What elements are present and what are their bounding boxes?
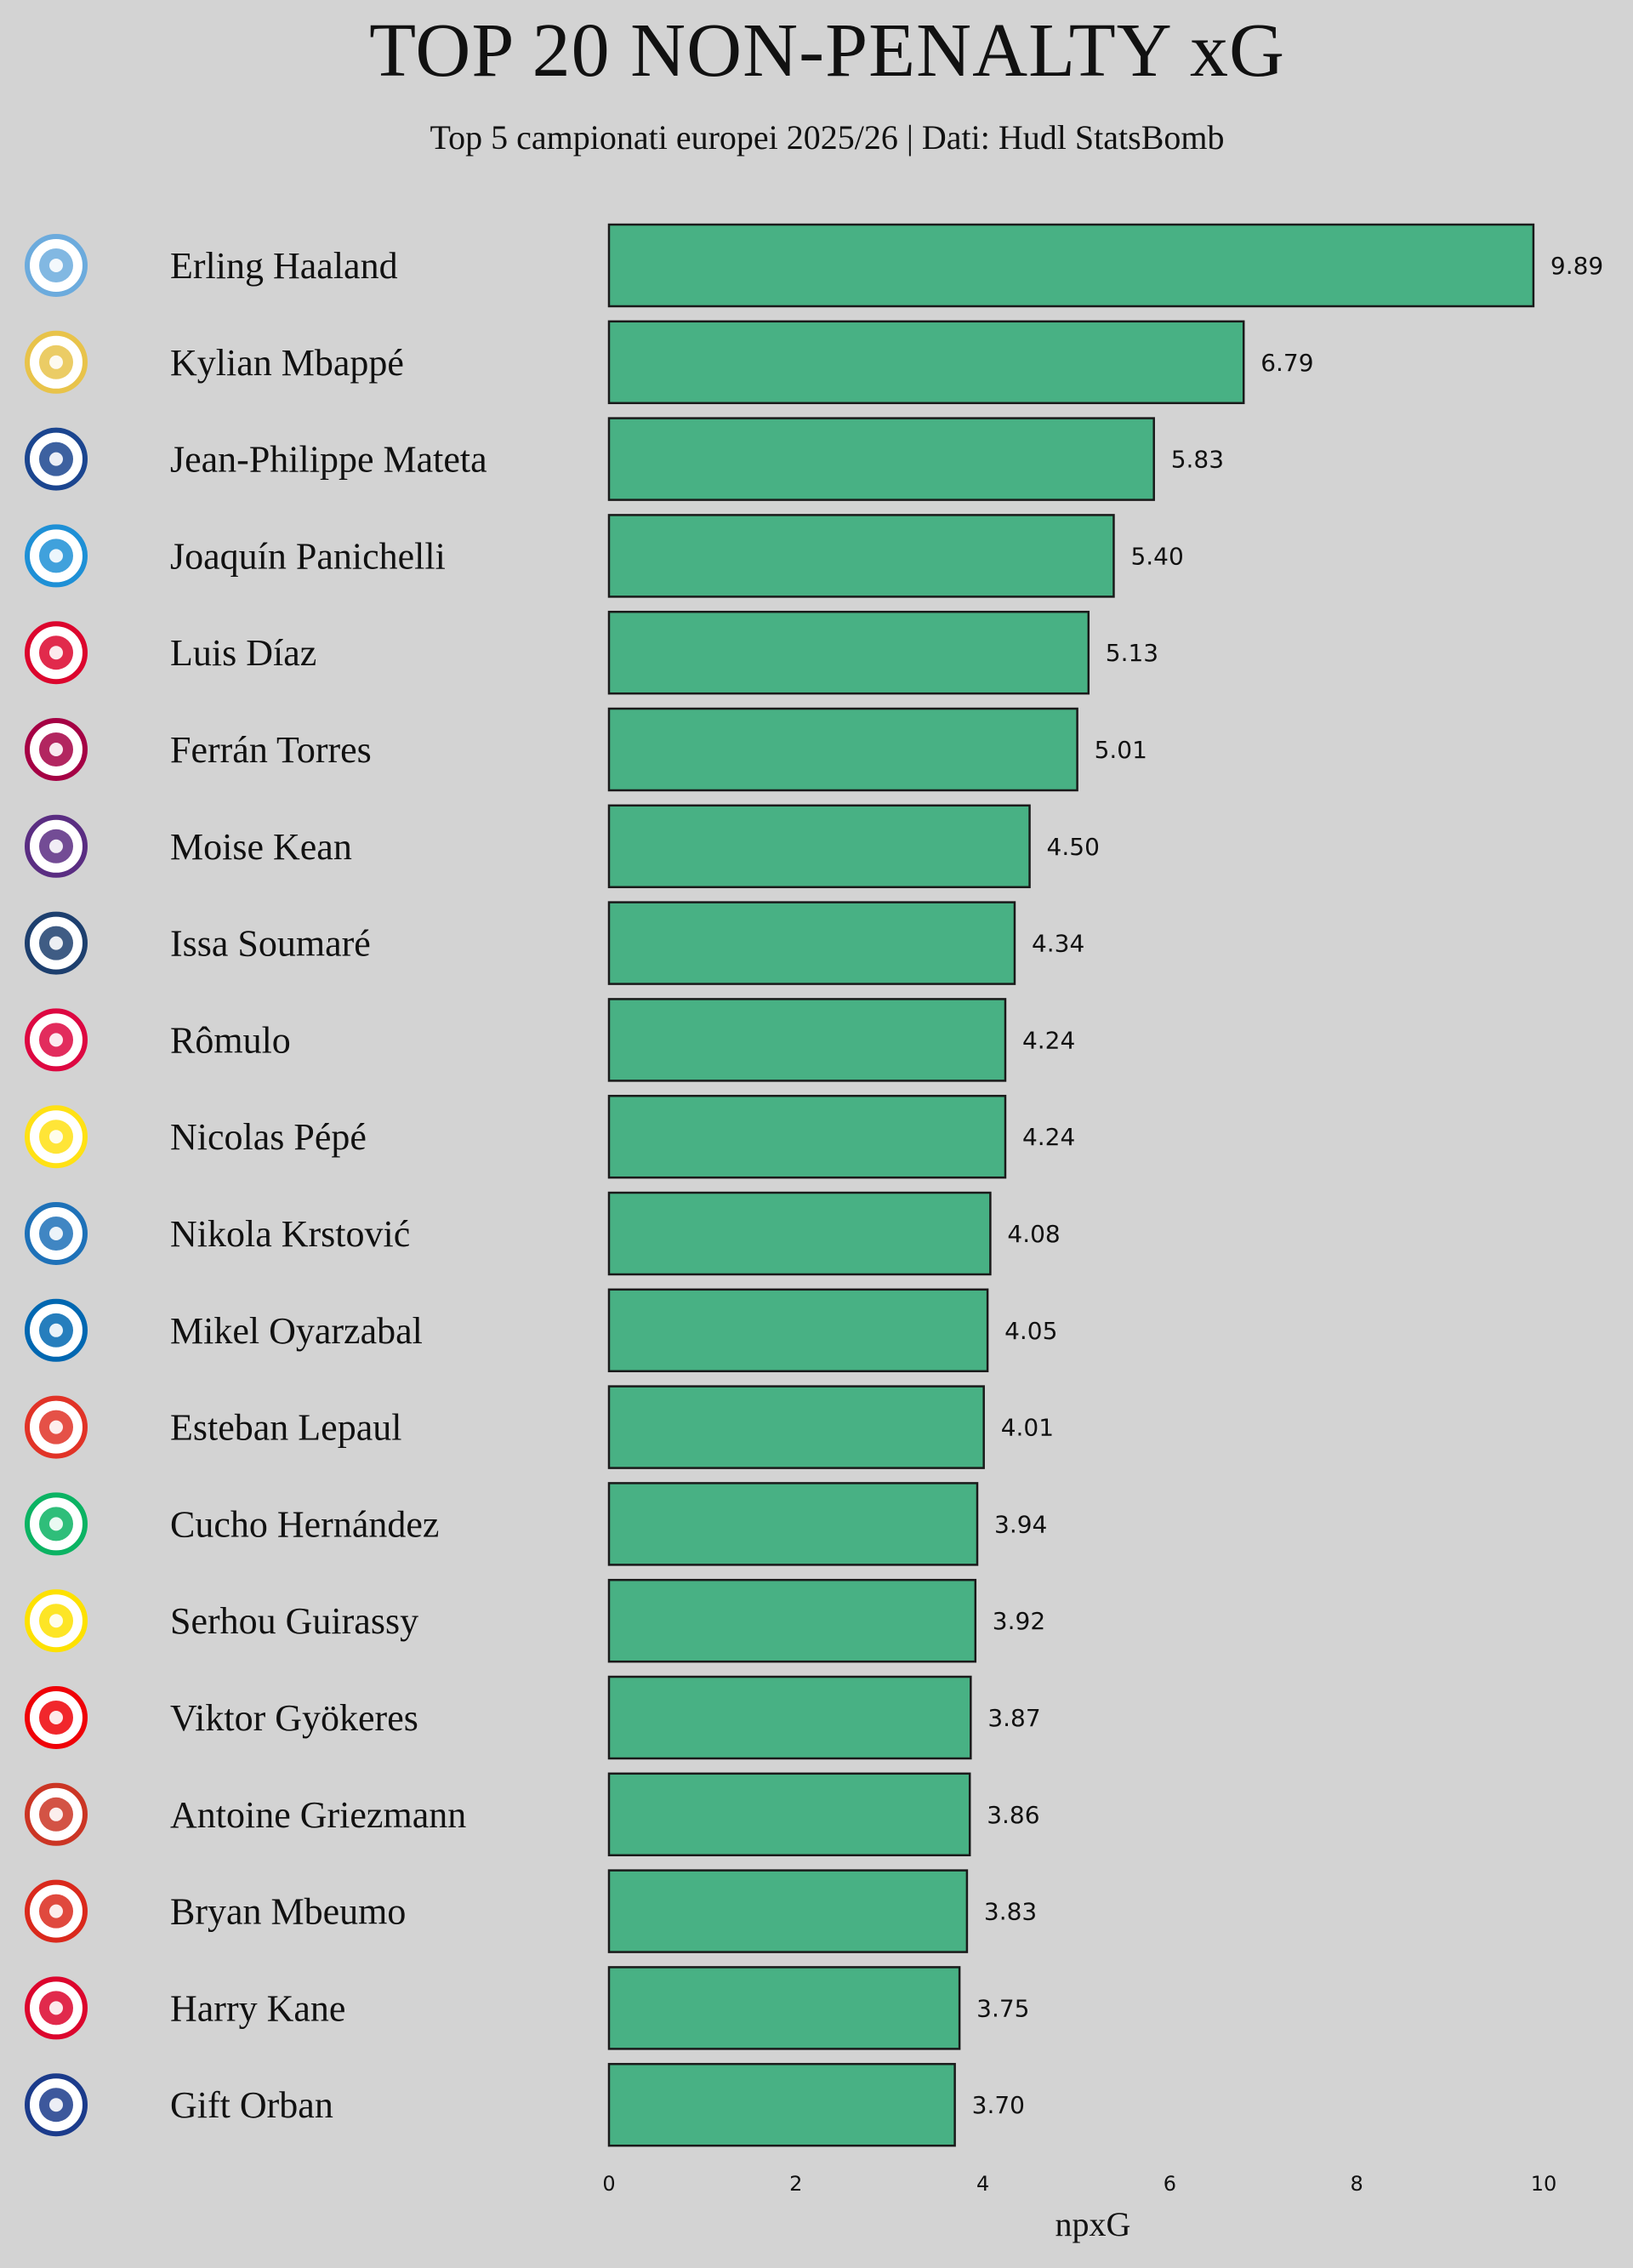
value-label: 3.86 [987,1801,1039,1829]
bar [607,2062,956,2147]
player-name: Kylian Mbappé [170,342,404,384]
player-name: Rômulo [170,1019,291,1061]
bar [607,514,1115,598]
bar [607,901,1016,985]
value-label: 4.24 [1022,1026,1075,1054]
value-labels: 9.89 6.79 5.83 5.40 5.13 5.01 4.50 4.34 4.24 4.24… [972,252,1604,2119]
x-tick-label: 4 [976,2172,989,2196]
value-label: 3.94 [994,1510,1047,1538]
value-label: 4.24 [1022,1123,1075,1151]
x-axis-ticks: 0 2 4 6 8 10 [602,2172,1556,2196]
value-label: 5.83 [1171,446,1224,474]
bar [607,1675,972,1760]
rb-leipzig-logo [25,1008,88,1072]
bars [607,223,1535,2147]
bayern-munich-logo [25,1976,88,2040]
bar [607,998,1007,1082]
chart-title: TOP 20 NON-PENALTY xG [369,9,1285,93]
crystal-palace-logo [25,427,88,491]
bar [607,223,1535,308]
value-label: 5.40 [1130,542,1183,570]
value-label: 6.79 [1260,349,1313,377]
value-label: 9.89 [1550,252,1603,280]
manchester-city-logo [25,234,88,297]
player-name: Nicolas Pépé [170,1116,367,1158]
bar [607,1191,992,1276]
player-name: Nikola Krstović [170,1213,410,1255]
player-name: Issa Soumaré [170,923,371,965]
villarreal-logo [25,1105,88,1169]
bar [607,1385,985,1469]
strasbourg-logo [25,524,88,588]
rennes-logo [25,1395,88,1459]
value-label: 4.34 [1032,930,1084,958]
player-name: Luis Díaz [170,632,316,674]
bar [607,417,1155,501]
value-label: 3.92 [993,1607,1045,1635]
bar [607,1482,979,1566]
bar [607,320,1245,405]
real-sociedad-logo [25,1298,88,1362]
manchester-united-logo [25,1879,88,1943]
player-name: Cucho Hernández [170,1503,439,1545]
x-tick-label: 0 [602,2172,615,2196]
team-logos [25,234,88,2137]
value-label: 5.01 [1095,736,1147,764]
bar [607,804,1031,889]
player-name: Mikel Oyarzabal [170,1310,423,1352]
player-name: Moise Kean [170,826,352,868]
x-tick-label: 10 [1531,2172,1557,2196]
player-name: Ferrán Torres [170,729,372,771]
value-label: 4.08 [1007,1220,1060,1248]
player-name: Esteban Lepaul [170,1407,401,1449]
value-label: 3.83 [984,1898,1037,1926]
atalanta-logo [25,1202,88,1265]
player-name: Erling Haaland [170,245,398,287]
bar [607,1869,969,1953]
atletico-madrid-logo [25,1782,88,1846]
le-havre-logo [25,911,88,975]
value-label: 4.50 [1047,833,1100,861]
bar [607,1288,989,1373]
bar [607,1094,1007,1179]
real-madrid-logo [25,330,88,394]
value-label: 3.70 [972,2091,1025,2119]
value-label: 3.87 [987,1704,1040,1732]
borussia-dortmund-logo [25,1589,88,1653]
x-tick-label: 8 [1351,2172,1363,2196]
bayern-munich-logo [25,621,88,685]
player-name: Harry Kane [170,1987,345,2029]
x-tick-label: 6 [1164,2172,1176,2196]
x-axis-label: npxG [1055,2205,1131,2243]
x-tick-label: 2 [789,2172,802,2196]
player-name: Gift Orban [170,2084,333,2126]
barcelona-logo [25,718,88,781]
value-label: 5.13 [1106,639,1158,667]
bar [607,1578,977,1663]
arsenal-logo [25,1686,88,1749]
bar [607,1772,971,1857]
bar [607,1966,961,2050]
player-name: Jean-Philippe Mateta [170,439,487,481]
player-name: Bryan Mbeumo [170,1891,406,1933]
value-label: 4.01 [1001,1414,1054,1442]
value-label: 3.75 [976,1994,1029,2022]
chart-subtitle: Top 5 campionati europei 2025/26 | Dati:… [430,118,1225,157]
real-betis-logo [25,1492,88,1556]
value-label: 4.05 [1004,1317,1057,1345]
bar [607,610,1090,695]
hellas-verona-logo [25,2073,88,2137]
player-name: Serhou Guirassy [170,1600,418,1642]
player-name: Antoine Griezmann [170,1794,466,1836]
player-name: Joaquín Panichelli [170,535,446,577]
fiorentina-logo [25,814,88,878]
player-names: Erling Haaland Kylian Mbappé Jean-Philippe… [170,245,487,2126]
player-name: Viktor Gyökeres [170,1697,418,1739]
bar [607,707,1078,792]
